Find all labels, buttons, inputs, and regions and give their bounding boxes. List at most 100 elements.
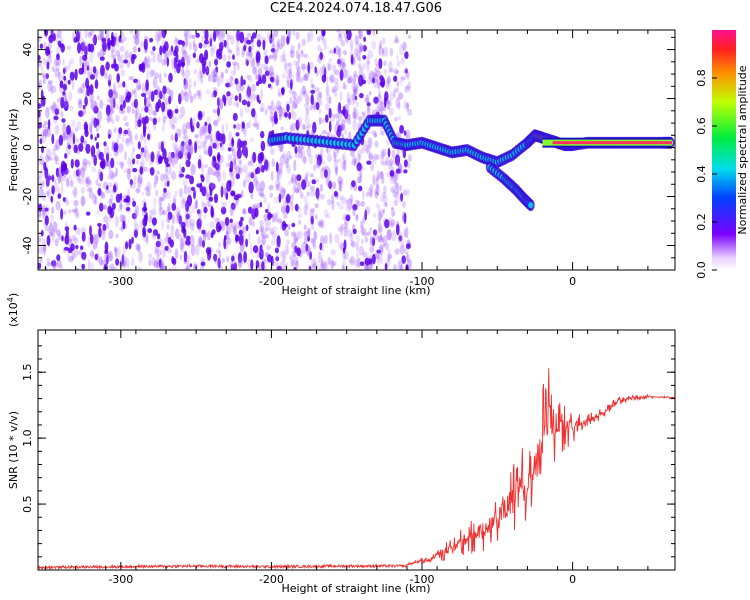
spectrogram-noise-dot (378, 58, 383, 69)
x-tick-label: 0 (569, 275, 576, 288)
spectrogram-noise-dot (331, 85, 338, 93)
spectrogram-noise-dot (133, 227, 138, 236)
spectrogram-noise-dot (84, 177, 89, 184)
spectrogram-noise-dot (42, 128, 47, 137)
spectrogram-noise-dot (326, 175, 332, 188)
spectrogram-noise-dot (288, 69, 292, 75)
spectrogram-noise-dot (227, 237, 232, 245)
spectrogram-noise-dot (269, 85, 273, 90)
spectrogram-noise-dot (181, 66, 185, 76)
spectrogram-noise-dot (304, 72, 308, 79)
spectrogram-noise-dot (162, 123, 165, 132)
spectrogram-noise-dot (44, 225, 50, 232)
spectrogram-noise-dot (373, 133, 377, 138)
spectrogram-noise-dot (247, 84, 252, 96)
spectrogram-noise-dot (183, 250, 188, 263)
spectrogram-noise-dot (181, 123, 188, 135)
spectrogram-noise-dot (179, 188, 183, 198)
spectrogram-noise-dot (181, 235, 187, 248)
spectrogram-noise-dot (103, 144, 110, 157)
spectrogram-noise-dot (203, 163, 209, 169)
spectrogram-noise-dot (397, 92, 404, 100)
spectrogram-noise-dot (108, 229, 114, 240)
spectrogram-noise-dot (144, 125, 149, 130)
spectrogram-noise-dot (89, 180, 93, 186)
spectrogram-noise-dot (64, 98, 68, 107)
spectrogram-noise-dot (200, 74, 205, 79)
spectrogram-noise-dot (345, 200, 349, 209)
spectrogram-noise-dot (110, 263, 115, 270)
spectrogram-noise-dot (163, 72, 167, 78)
spectrogram-noise-dot (256, 202, 261, 209)
spectrogram-noise-dot (264, 70, 270, 77)
spectrogram-noise-dot (66, 134, 72, 145)
spectrogram-noise-dot (97, 222, 102, 227)
spectrogram-noise-dot (238, 220, 243, 227)
spectrogram-noise-dot (185, 144, 189, 150)
spectrogram-noise-dot (356, 162, 362, 172)
spectrogram-noise-dot (189, 234, 195, 247)
spectrogram-noise-dot (233, 225, 237, 236)
spectrogram-noise-dot (377, 211, 383, 221)
spectrogram-noise-dot (145, 190, 151, 197)
spectrogram-noise-dot (181, 166, 186, 173)
spectrogram-noise-dot (295, 60, 300, 72)
spectrogram-noise-dot (238, 257, 243, 268)
spectrogram-noise-dot (361, 227, 367, 234)
spectrogram-noise-dot (147, 228, 153, 234)
spectrogram-noise-dot (101, 228, 106, 241)
spectrogram-noise-dot (87, 259, 91, 270)
spectrogram-noise-dot (252, 32, 257, 39)
spectrogram-noise-dot (348, 258, 354, 264)
spectrogram-noise-dot (140, 106, 145, 112)
spectrogram-noise-dot (190, 164, 196, 176)
spectrogram-noise-dot (252, 67, 257, 75)
spectrogram-noise-dot (179, 218, 183, 227)
spectrogram-noise-dot (121, 136, 125, 143)
spectrogram-noise-dot (205, 247, 212, 255)
spectrogram-noise-dot (255, 51, 261, 63)
spectrogram-noise-dot (181, 61, 186, 67)
spectrogram-noise-dot (162, 115, 166, 125)
spectrogram-noise-dot (366, 160, 372, 165)
spectrogram-noise-dot (134, 134, 139, 141)
spectrogram-noise-dot (44, 128, 49, 139)
spectrogram-noise-dot (146, 233, 149, 245)
spectrogram-noise-dot (275, 72, 279, 85)
spectrogram-noise-dot (186, 57, 190, 70)
spectrogram-noise-dot (332, 62, 335, 73)
spectrogram-noise-dot (155, 240, 161, 248)
spectrogram-noise-dot (342, 81, 346, 90)
spectrogram-noise-dot (296, 230, 300, 241)
spectrogram-noise-dot (294, 146, 298, 154)
spectrogram-noise-dot (144, 150, 150, 162)
spectrogram-noise-dot (124, 50, 130, 60)
spectrogram-noise-dot (352, 57, 356, 66)
spectrogram-noise-dot (312, 102, 316, 110)
spectrogram-noise-dot (170, 224, 175, 233)
spectrogram-noise-dot (304, 72, 310, 82)
spectrogram-noise-dot (289, 155, 293, 160)
spectrogram-noise-dot (117, 83, 123, 88)
spectrogram-noise-dot (220, 102, 224, 110)
spectrogram-noise-dot (325, 131, 330, 136)
spectrogram-noise-dot (130, 54, 135, 65)
snr-y-axis-label: SNR (10 * v/v) (7, 411, 20, 489)
spectrogram-noise-dot (384, 202, 388, 207)
spectrogram-noise-dot (141, 191, 144, 197)
spectrogram-noise-dot (276, 265, 282, 270)
spectrogram-noise-dot (274, 178, 280, 189)
spectrogram-noise-dot (281, 87, 285, 96)
spectrogram-noise-dot (270, 115, 276, 122)
spectrogram-noise-dot (64, 153, 68, 159)
spectrogram-noise-dot (162, 210, 167, 216)
spectrogram-noise-dot (38, 238, 41, 247)
spectrogram-noise-dot (239, 31, 245, 44)
spectrogram-noise-dot (328, 180, 332, 190)
spectrogram-noise-dot (47, 175, 52, 181)
spectrogram-noise-dot (171, 124, 176, 130)
spectrogram-noise-dot (108, 73, 112, 82)
spectrogram-noise-dot (318, 91, 323, 99)
spectrogram-noise-dot (197, 159, 202, 169)
spectrogram-noise-dot (64, 162, 67, 170)
